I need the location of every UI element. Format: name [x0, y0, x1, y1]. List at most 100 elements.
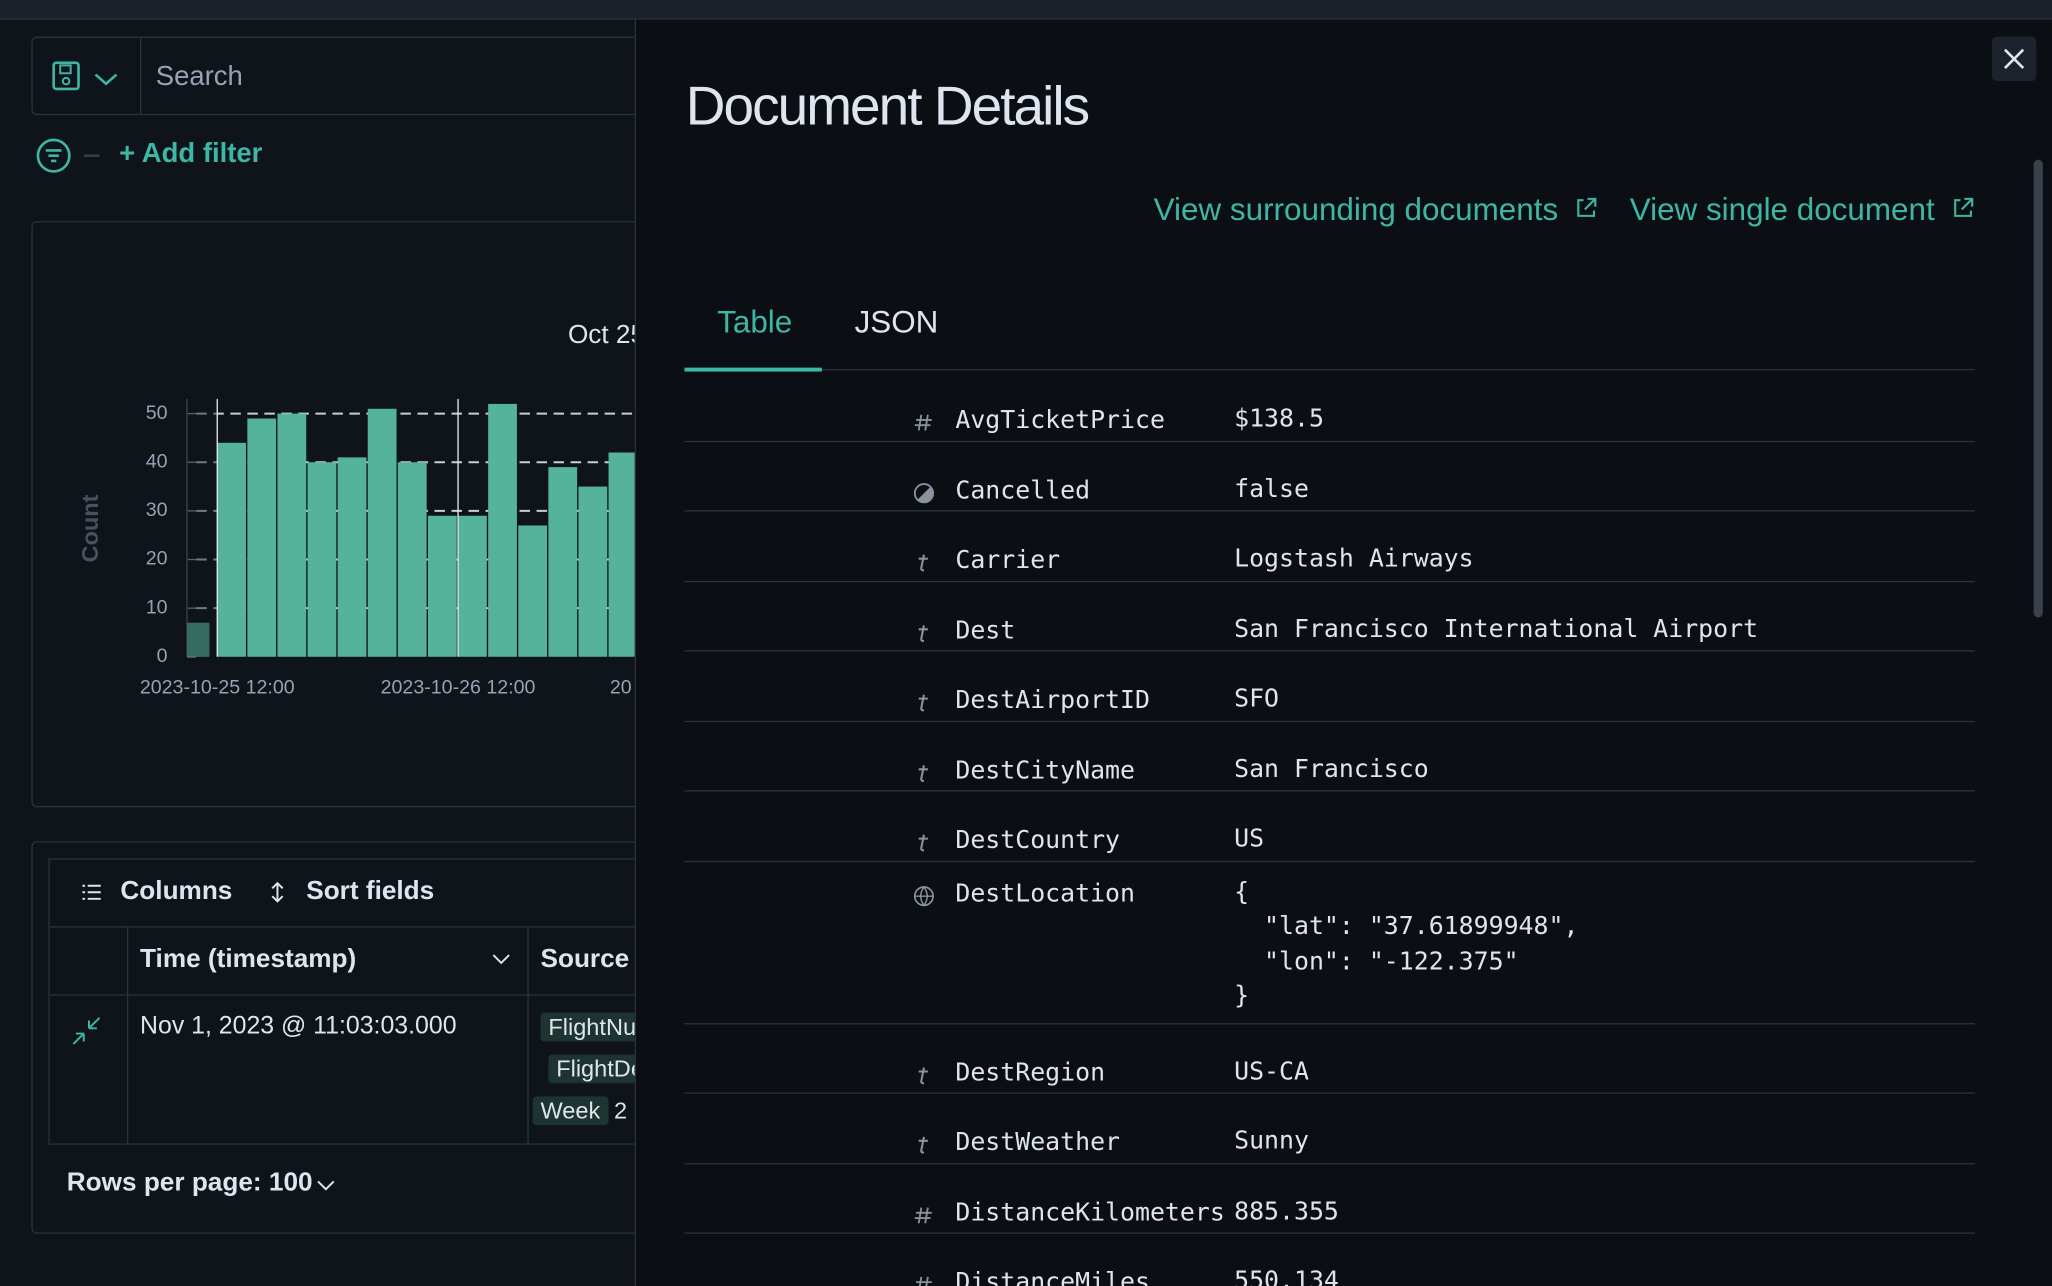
field-value: San Francisco International Airport — [1234, 614, 1759, 644]
rows-per-page[interactable]: Rows per page: 100 — [66, 1168, 313, 1198]
dropdown-icon — [317, 1180, 335, 1191]
field-row: DestAirportID SFO — [684, 652, 1975, 722]
field-name: DestCountry — [955, 825, 1121, 855]
y-tick-label: 20 — [146, 548, 168, 570]
columns-button[interactable]: Columns — [120, 876, 233, 906]
icon-shape — [917, 486, 934, 502]
bar — [247, 418, 277, 657]
field-value: SFO — [1234, 684, 1280, 714]
field-value: $138.5 — [1234, 404, 1324, 434]
field-type-icon — [913, 482, 935, 503]
add-filter-button[interactable]: + Add filter — [119, 138, 263, 169]
y-tick-label: 0 — [157, 645, 168, 667]
icon-shape — [918, 1066, 928, 1084]
close-button[interactable] — [1991, 36, 2037, 82]
x-tick-label: 2023-10-25 12:00 — [140, 676, 295, 698]
field-type-icon — [914, 414, 932, 431]
column-header[interactable]: Source — [540, 944, 630, 974]
field-row: Dest San Francisco International Airport — [684, 582, 1975, 652]
time-cell: Nov 1, 2023 @ 11:03:03.000 — [140, 1012, 457, 1041]
field-row: DestRegion US-CA — [684, 1024, 1975, 1094]
field-value: false — [1234, 474, 1309, 504]
field-row: DestWeather Sunny — [684, 1094, 1975, 1164]
field-value: Logstash Airways — [1234, 544, 1474, 574]
save-query-button[interactable] — [33, 37, 142, 114]
column-header[interactable]: Time (timestamp) — [140, 944, 357, 974]
discover-main: Search + Add filter Oct 25 Count 0 10 20 30… — [0, 20, 637, 1286]
filter-icon — [36, 138, 100, 173]
field-name: DestCityName — [955, 755, 1136, 785]
field-row: DestCityName San Francisco — [684, 722, 1975, 792]
field-value: US — [1234, 824, 1265, 854]
collapse-icon[interactable] — [71, 1015, 102, 1046]
search-bar: Search — [31, 36, 637, 116]
external-icon — [1954, 197, 1974, 217]
field-name: DistanceKilometers — [955, 1197, 1225, 1227]
bar — [458, 515, 487, 657]
icon-shape — [918, 834, 928, 852]
field-type-icon — [918, 834, 928, 852]
icon-shape — [916, 1276, 932, 1286]
field-name: DestRegion — [955, 1057, 1106, 1087]
field-badge: FlightNu — [540, 1012, 637, 1042]
grid-toolbar: Columns Sort fields — [48, 858, 637, 927]
search-input[interactable]: Search — [155, 61, 243, 92]
header-menu-icon[interactable] — [491, 951, 512, 967]
field-name: Dest — [955, 615, 1016, 645]
tab-active[interactable]: Table — [717, 304, 793, 341]
field-type-icon — [918, 624, 928, 642]
x-tick-label: 2023-10-26 12:00 — [381, 676, 536, 698]
tab[interactable]: JSON — [854, 304, 939, 341]
y-tick-label: 40 — [146, 450, 168, 472]
field-type-icon — [918, 554, 928, 572]
source-cell: FlightNu FlightDe Week 2 — [532, 1012, 637, 1140]
bar — [367, 408, 397, 657]
grid-panel: Columns Sort fields Time (timestamp) Sou… — [31, 841, 637, 1234]
bar — [397, 462, 427, 657]
icon-shape — [918, 624, 928, 642]
y-axis-label: Count — [77, 494, 103, 562]
bar — [518, 525, 548, 657]
field-value: { "lat": "37.61899948", "lon": "-122.375… — [1234, 877, 1579, 1011]
field-value: 2 — [613, 1097, 628, 1124]
top-bar — [0, 0, 2052, 20]
field-row: Cancelled false — [684, 442, 1975, 512]
field-badge: Week — [532, 1096, 609, 1126]
field-row: DistanceMiles 550.134 — [684, 1234, 1974, 1286]
field-value: US-CA — [1234, 1056, 1309, 1086]
flyout-title: Document Details — [685, 74, 1090, 137]
field-name: DestLocation — [955, 878, 1136, 908]
icon-shape — [914, 414, 932, 431]
columns-icon — [82, 884, 101, 900]
field-row: DestLocation { "lat": "37.61899948", "lon… — [684, 862, 1975, 1024]
field-row: DestCountry US — [684, 792, 1975, 862]
field-row: DistanceKilometers 885.355 — [684, 1164, 1975, 1234]
bar — [337, 457, 367, 657]
icon-shape — [918, 554, 928, 572]
bar — [578, 486, 608, 657]
field-value: San Francisco — [1234, 754, 1429, 784]
icon-shape — [918, 764, 928, 782]
field-name: AvgTicketPrice — [955, 405, 1165, 435]
sort-fields-button[interactable]: Sort fields — [306, 876, 435, 906]
field-value: Sunny — [1234, 1126, 1309, 1156]
link-text: View single document — [1629, 192, 1935, 228]
bar — [427, 515, 457, 657]
partial-bucket-shade — [187, 399, 218, 657]
link[interactable]: View surrounding documents — [1154, 192, 1599, 229]
field-badge: FlightDe — [548, 1054, 637, 1084]
field-name: DestAirportID — [955, 685, 1150, 715]
link[interactable]: View single document — [1630, 192, 1975, 229]
bar — [488, 403, 517, 657]
bar — [548, 467, 578, 657]
field-type-icon — [918, 1136, 928, 1154]
field-row: Carrier Logstash Airways — [684, 512, 1975, 582]
sort-icon — [271, 881, 284, 903]
icon-shape — [914, 1206, 932, 1223]
bar — [217, 442, 247, 657]
y-tick-label: 10 — [146, 596, 168, 618]
field-type-icon — [913, 885, 934, 906]
flyout-links: View surrounding documents View single d… — [1154, 192, 1975, 229]
bar — [277, 413, 307, 657]
histogram-panel — [31, 221, 637, 808]
